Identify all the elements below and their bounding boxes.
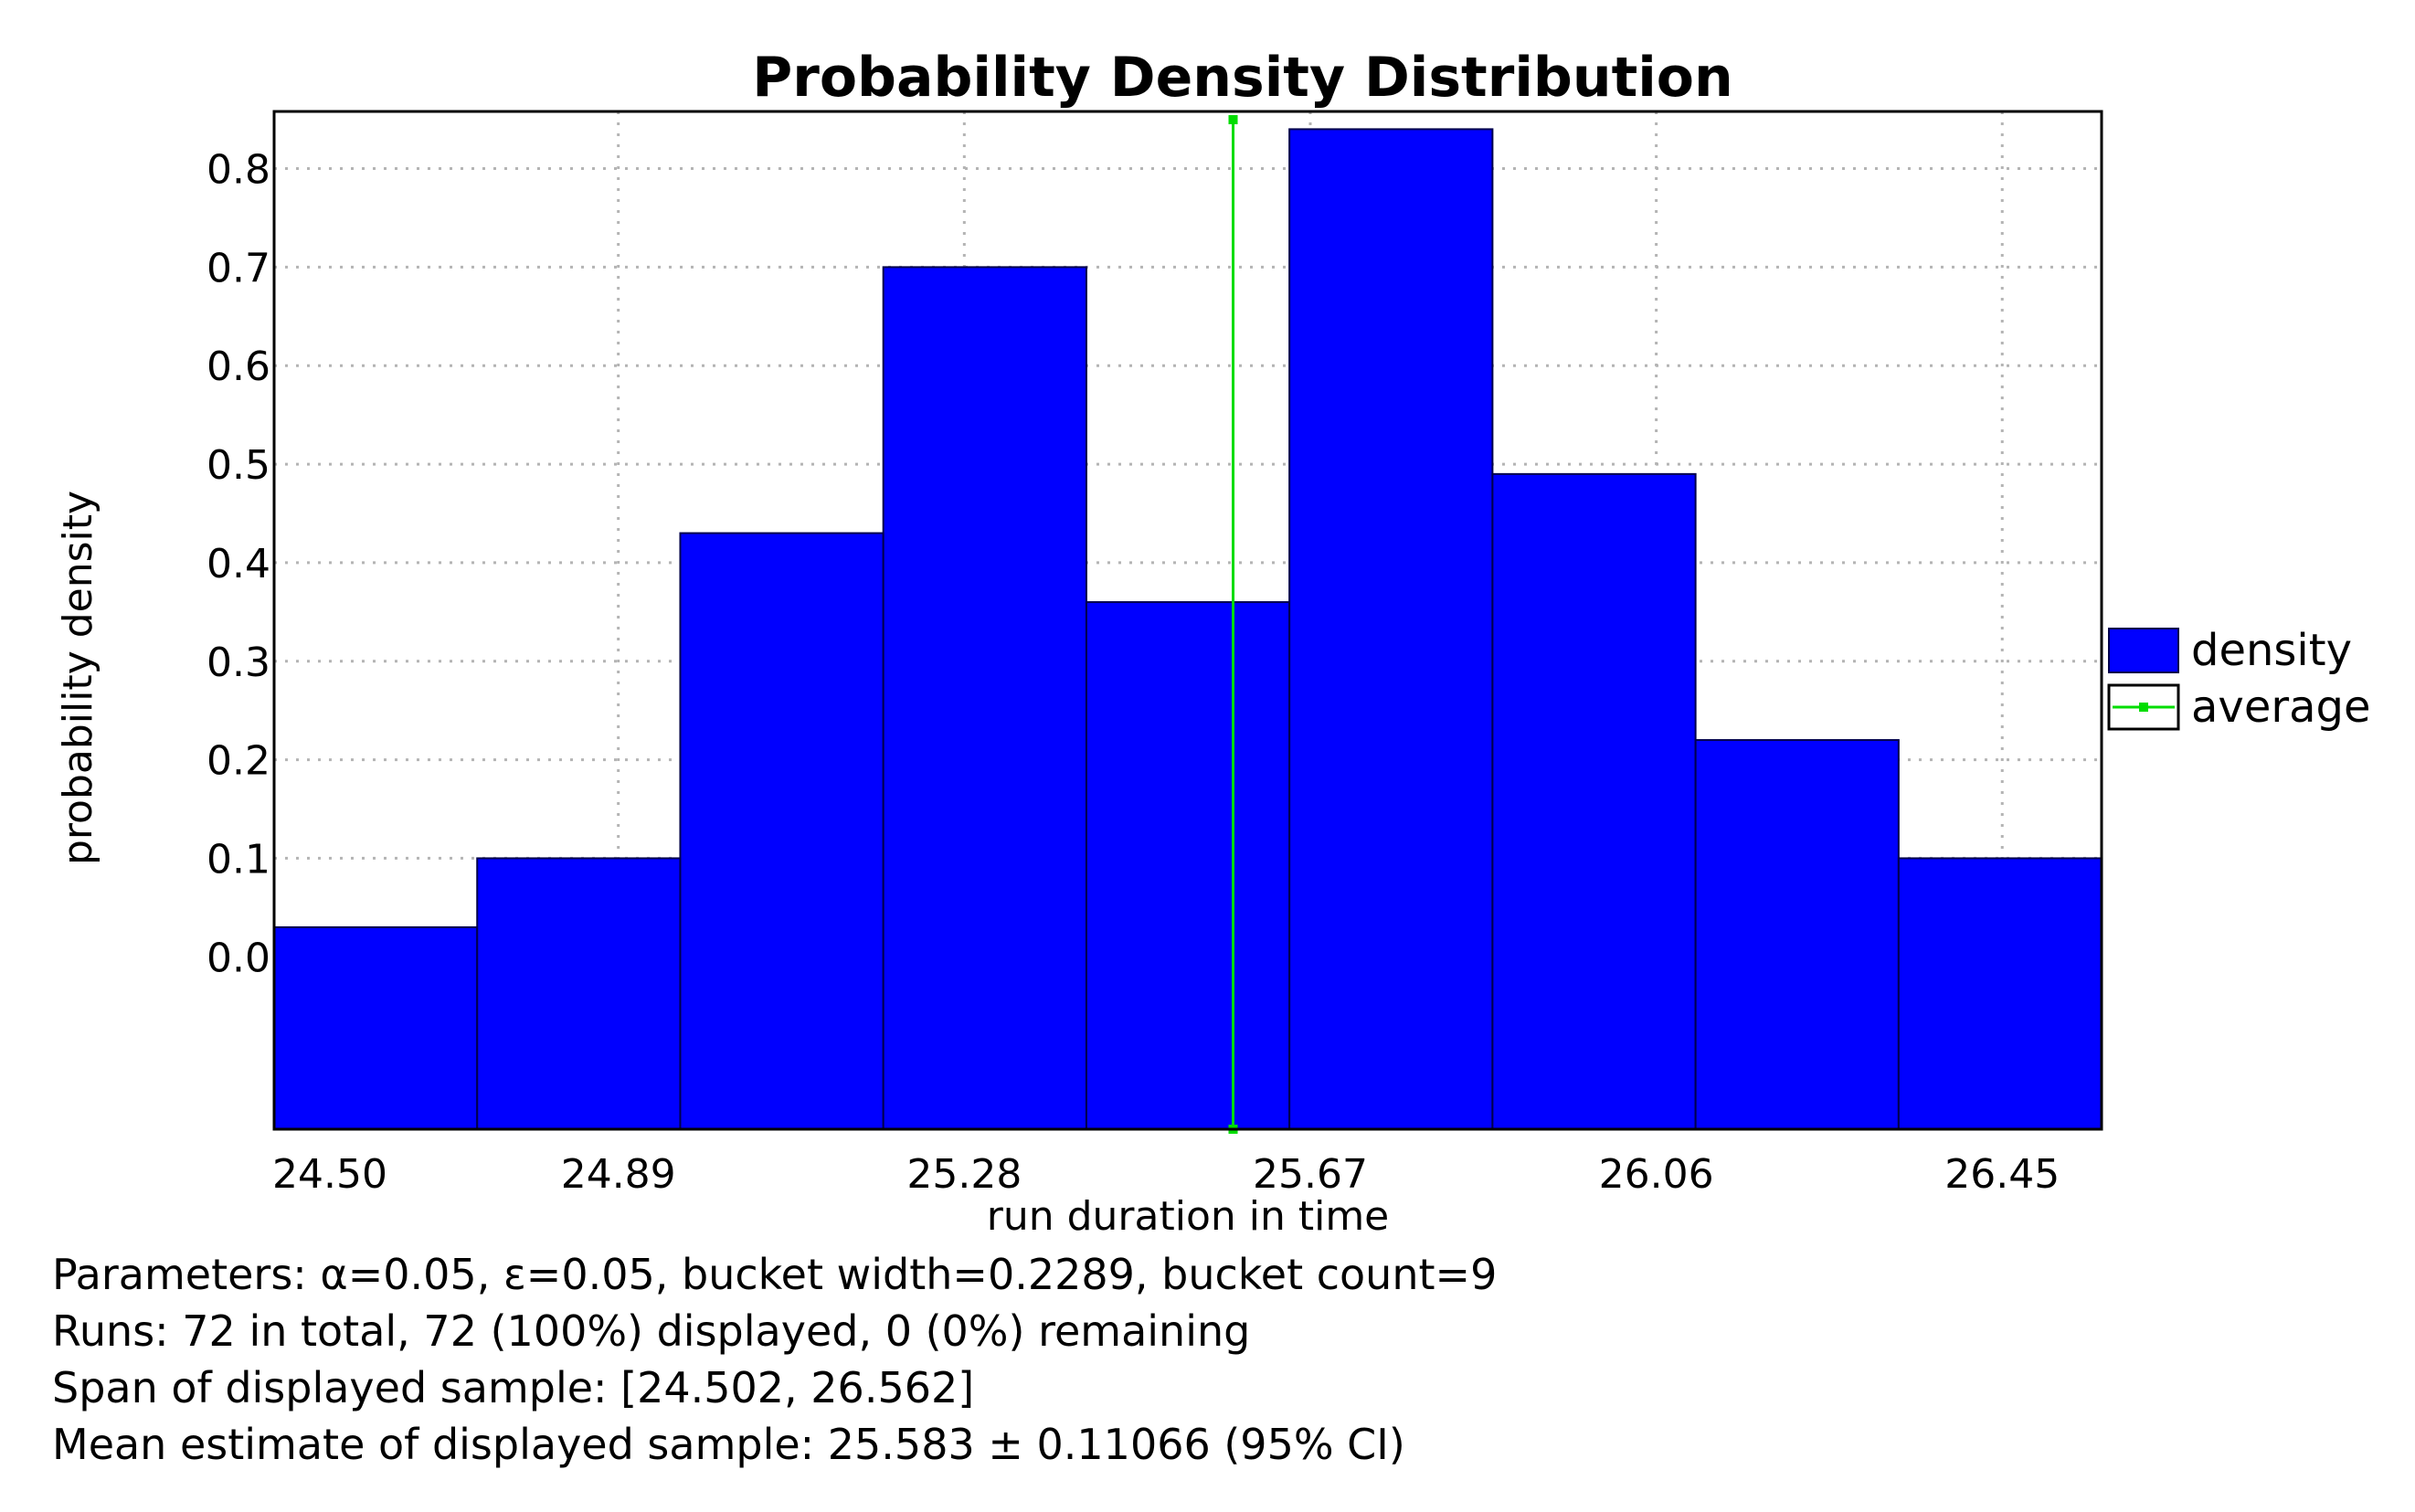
x-tick-label: 24.89 [561,1151,676,1198]
y-tick-label: 0.4 [207,541,270,587]
y-tick-label: 0.5 [207,442,270,489]
x-tick-label: 26.45 [1944,1151,2060,1198]
density-bar [1288,128,1494,1131]
density-bar [273,925,479,1131]
chart-title: Probability Density Distribution [752,46,1733,110]
y-tick-label: 0.1 [207,836,270,883]
y-axis-label: probability density [55,491,101,865]
average-marker-top [1228,115,1238,124]
y-tick-label: 0.2 [207,738,270,785]
legend-average-label: average [2191,682,2371,733]
mean-estimate-text: Mean estimate of displayed sample: 25.58… [52,1420,1405,1469]
y-tick-label: 0.6 [207,344,270,390]
x-axis-label: run duration in time [987,1193,1390,1240]
density-bar [1897,857,2103,1130]
y-tick-label: 0.7 [207,245,270,291]
x-tick-labels: 24.50 24.89 25.28 25.67 26.06 26.45 [272,1151,2060,1198]
plot-frame [272,110,2103,1131]
runs-text: Runs: 72 in total, 72 (100%) displayed, … [52,1306,1251,1356]
y-tick-label: 0.3 [207,640,270,686]
legend-average-marker [2139,703,2148,712]
density-bar [1694,739,1900,1130]
y-tick-label: 0.8 [207,147,270,194]
x-tick-label: 24.50 [272,1151,387,1198]
x-tick-label: 26.06 [1599,1151,1714,1198]
info-panel: Parameters: α=0.05, ε=0.05, bucket width… [52,1246,1497,1473]
bars-group [273,128,2103,1131]
legend: density average [2107,625,2371,733]
span-text: Span of displayed sample: [24.502, 26.56… [52,1363,975,1412]
legend-density-label: density [2191,625,2352,676]
x-tick-label: 25.67 [1253,1151,1368,1198]
density-bar [679,532,884,1130]
density-bar [1491,472,1697,1130]
density-bar [882,266,1087,1130]
density-bar [476,857,682,1130]
y-tick-labels: 0.0 0.1 0.2 0.3 0.4 0.5 0.6 0.7 0.8 [207,147,270,982]
legend-density-swatch [2108,628,2179,673]
y-tick-label: 0.0 [207,935,270,981]
parameters-text: Parameters: α=0.05, ε=0.05, bucket width… [52,1250,1498,1299]
density-bar [1085,601,1291,1130]
x-tick-label: 25.28 [906,1151,1022,1198]
